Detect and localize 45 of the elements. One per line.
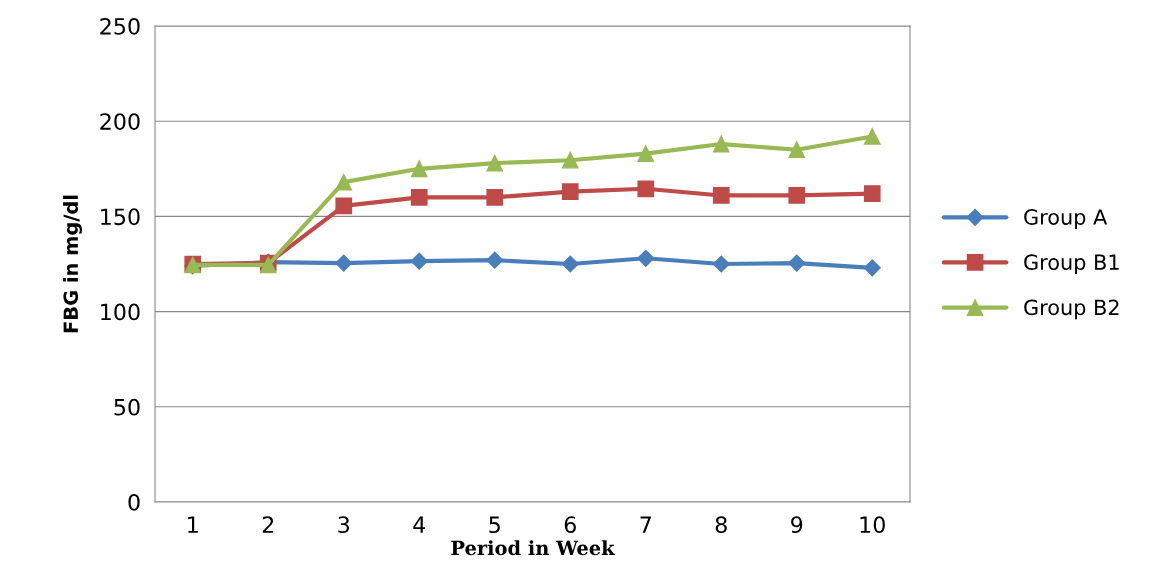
x-tick-label: 3 bbox=[338, 516, 350, 534]
legend-label: Group A bbox=[1024, 209, 1108, 229]
x-tick-label: 2 bbox=[262, 516, 274, 533]
point bbox=[561, 151, 579, 169]
point bbox=[410, 160, 428, 178]
x-tick-label: 1 bbox=[188, 516, 198, 533]
y-tick-label: 0 bbox=[128, 493, 140, 511]
y-tick-label: 100 bbox=[101, 303, 140, 321]
x-axis-title: Period in Week bbox=[451, 540, 615, 556]
point bbox=[561, 255, 579, 273]
x-tick-label: 5 bbox=[489, 516, 500, 534]
y-axis-title: FBG in mg/dl bbox=[63, 195, 83, 333]
point bbox=[712, 255, 730, 273]
point bbox=[486, 251, 504, 269]
point bbox=[410, 189, 428, 206]
point bbox=[637, 180, 655, 198]
y-tick-label: 200 bbox=[100, 113, 140, 130]
point bbox=[561, 183, 579, 200]
x-tick-label: 8 bbox=[715, 516, 727, 534]
y-tick-label: 250 bbox=[100, 17, 140, 35]
point bbox=[637, 145, 655, 162]
legend-label: Group B1 bbox=[1024, 254, 1119, 275]
x-tick-label: 9 bbox=[791, 516, 803, 534]
x-tick-label: 4 bbox=[413, 516, 426, 533]
x-tick-label: 7 bbox=[640, 516, 651, 533]
point bbox=[788, 254, 806, 272]
point bbox=[486, 154, 504, 172]
point bbox=[637, 249, 655, 267]
x-tick-label: 6 bbox=[564, 516, 576, 534]
point bbox=[335, 197, 353, 215]
legend-label: Group B2 bbox=[1024, 299, 1119, 320]
y-tick-label: 150 bbox=[101, 208, 140, 226]
x-tick-label: 10 bbox=[860, 516, 885, 534]
point bbox=[863, 185, 881, 202]
point bbox=[788, 187, 806, 204]
point bbox=[712, 135, 730, 153]
point bbox=[863, 128, 881, 145]
point bbox=[486, 189, 504, 206]
y-tick-label: 50 bbox=[114, 398, 140, 416]
point bbox=[863, 259, 881, 277]
point bbox=[712, 187, 730, 204]
point bbox=[335, 254, 353, 272]
point bbox=[335, 173, 353, 191]
point bbox=[410, 252, 428, 270]
point bbox=[788, 141, 806, 159]
